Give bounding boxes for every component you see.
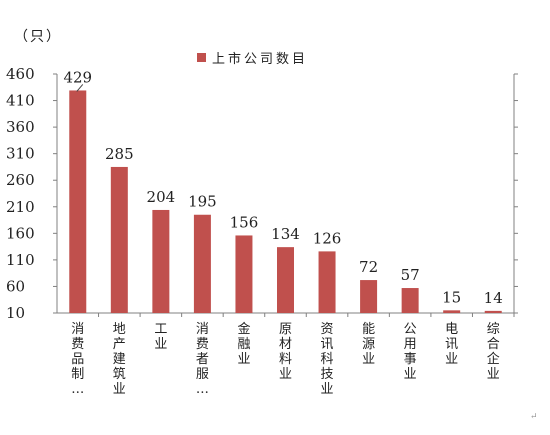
data-label: 15 xyxy=(442,288,461,306)
bar xyxy=(484,310,502,313)
y-tick-label: 410 xyxy=(6,92,35,110)
y-tick-label: 210 xyxy=(6,198,35,216)
legend-label: 上市公司数目 xyxy=(212,52,309,67)
bar xyxy=(277,247,294,313)
y-tick-label: 460 xyxy=(6,65,35,83)
data-label: 72 xyxy=(359,258,378,276)
data-label: 204 xyxy=(147,188,176,206)
bar xyxy=(443,310,461,313)
x-tick-label: 综合企业 xyxy=(487,322,500,382)
data-label: 57 xyxy=(401,266,420,284)
y-tick-label: 110 xyxy=(6,251,35,269)
y-axis-unit-label: （只） xyxy=(14,29,62,45)
y-tick-label: 160 xyxy=(6,224,35,242)
bar xyxy=(152,209,170,313)
y-tick-label: 60 xyxy=(6,277,25,295)
bar xyxy=(318,251,336,313)
data-label: 134 xyxy=(271,225,300,243)
paragraph-return-mark: ↵ xyxy=(530,412,538,422)
bar xyxy=(235,235,253,313)
y-tick-label: 360 xyxy=(6,118,35,136)
x-tick-label: 消费品制… xyxy=(71,322,84,397)
y-tick-label: 10 xyxy=(6,304,25,322)
x-tick-label: 工业 xyxy=(154,322,167,352)
data-label: 156 xyxy=(230,213,259,231)
bar xyxy=(69,90,87,313)
y-tick-label: 310 xyxy=(6,145,35,163)
y-tick-label: 260 xyxy=(6,171,35,189)
bar xyxy=(401,288,419,313)
bar xyxy=(110,166,128,313)
data-label: 429 xyxy=(63,68,92,86)
x-tick-label: 金融业 xyxy=(237,321,250,367)
bar xyxy=(193,214,211,313)
x-tick-label: 能源业 xyxy=(362,322,375,367)
data-label: 126 xyxy=(313,229,342,247)
x-tick-label: 电讯业 xyxy=(445,322,458,367)
x-tick-label: 消费者服… xyxy=(196,322,209,397)
data-label: 195 xyxy=(188,193,217,211)
legend-swatch xyxy=(197,53,206,62)
x-tick-label: 资讯科技业 xyxy=(321,322,334,397)
x-tick-label: 地产建筑业 xyxy=(113,322,126,397)
data-label: 14 xyxy=(484,289,503,307)
bar xyxy=(360,280,378,313)
legend: 上市公司数目 xyxy=(197,48,308,67)
x-tick-label: 公用事业 xyxy=(404,322,417,382)
x-tick-label: 原材料业 xyxy=(279,322,292,382)
data-label: 285 xyxy=(105,145,134,163)
data-label-leader-line xyxy=(76,84,84,92)
